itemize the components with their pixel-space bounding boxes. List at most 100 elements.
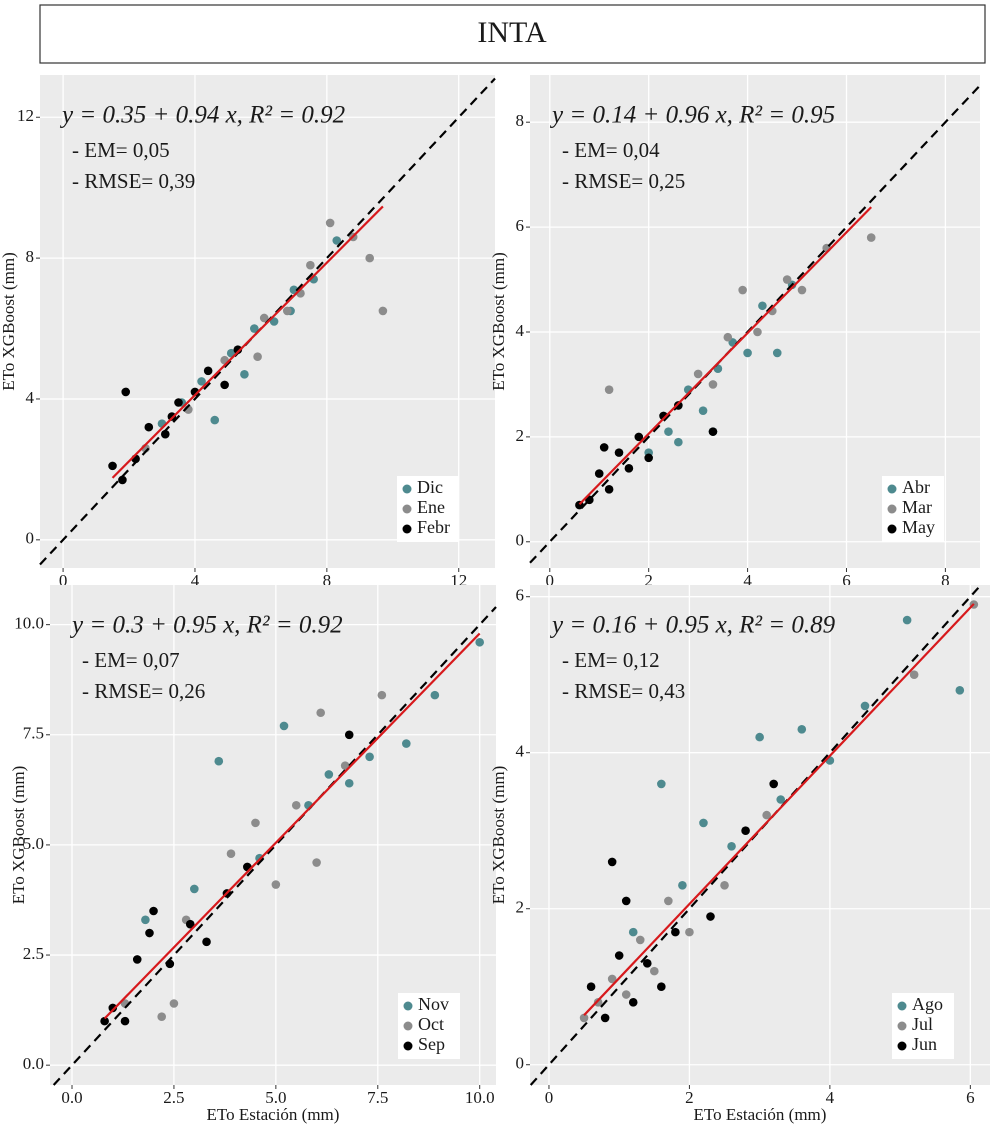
point: [306, 260, 315, 270]
equation: y = 0.3 + 0.95 x, R² = 0.92: [69, 612, 343, 639]
point: [141, 915, 150, 925]
y-tick-label: 4: [516, 742, 525, 761]
point: [144, 422, 154, 432]
figure-title: INTA: [477, 16, 547, 49]
point: [340, 761, 350, 770]
point: [332, 236, 342, 245]
legend-marker: [402, 524, 412, 534]
point: [289, 285, 299, 295]
point: [253, 352, 262, 362]
point: [214, 756, 224, 766]
point: [121, 387, 131, 397]
y-axis-label: ETo XGBoost (mm): [9, 766, 28, 905]
point: [755, 732, 764, 742]
point: [671, 927, 680, 937]
point: [210, 415, 220, 425]
point: [190, 884, 199, 894]
point: [634, 432, 644, 442]
legend-label: Dic: [417, 477, 443, 497]
point: [220, 380, 229, 390]
point: [185, 919, 195, 929]
point: [664, 427, 673, 436]
point: [607, 974, 617, 984]
point: [203, 366, 213, 376]
legend-label: Jul: [912, 1014, 933, 1034]
panel: 0 2 4 6 8 0 2 4 6 8 y = 0.14 + 0.96 x, R² = 0.95 - …: [489, 75, 981, 607]
x-tick-label: 5.0: [265, 1088, 286, 1107]
point: [628, 927, 638, 937]
x-tick-label: 8: [941, 571, 950, 590]
point: [378, 306, 388, 316]
point: [738, 285, 747, 295]
annotation: - RMSE= 0,39: [72, 169, 195, 193]
point: [202, 937, 211, 947]
point: [698, 406, 708, 415]
point: [475, 637, 484, 647]
y-tick-label: 2: [516, 898, 525, 917]
y-tick-label: 6: [516, 586, 525, 605]
x-tick-label: 0.0: [61, 1088, 82, 1107]
point: [604, 485, 614, 494]
legend-marker: [897, 1041, 907, 1051]
y-axis-label: ETo XGBoost (mm): [489, 252, 508, 391]
equation: y = 0.35 + 0.94 x, R² = 0.92: [59, 102, 345, 129]
point: [624, 464, 634, 473]
x-tick-label: 0: [546, 571, 555, 590]
point: [108, 461, 117, 471]
point: [753, 327, 762, 337]
point: [365, 253, 375, 263]
legend-label: Sep: [418, 1034, 445, 1054]
point: [664, 896, 673, 906]
y-tick-label: 2.5: [23, 944, 44, 963]
point: [635, 935, 645, 945]
point: [860, 701, 870, 711]
point: [741, 826, 750, 836]
x-tick-label: 2: [685, 1088, 694, 1107]
point: [325, 218, 335, 228]
point: [902, 615, 912, 625]
point: [678, 881, 687, 890]
point: [365, 752, 374, 762]
point: [430, 690, 440, 700]
point: [699, 818, 708, 828]
point: [955, 686, 965, 695]
y-tick-label: 7.5: [23, 724, 44, 743]
point: [614, 448, 624, 457]
point: [685, 927, 694, 937]
point: [240, 370, 249, 379]
legend-label: May: [902, 517, 935, 537]
point: [909, 670, 919, 680]
y-tick-label: 6: [516, 216, 525, 235]
point: [108, 1003, 118, 1013]
x-tick-label: 2: [644, 571, 653, 590]
point: [797, 725, 807, 734]
x-tick-label: 4: [191, 571, 200, 590]
y-tick-label: 0.0: [23, 1054, 44, 1073]
point: [657, 779, 666, 789]
annotation: - EM= 0,04: [562, 138, 660, 162]
legend-label: Oct: [418, 1014, 444, 1034]
y-tick-label: 0: [516, 1054, 525, 1073]
panel: 0.0 2.5 5.0 7.5 10.0 0.0 2.5 5.0 7.5 10.0 y = 0.3 …: [9, 585, 497, 1124]
legend-marker: [402, 484, 412, 494]
point: [599, 443, 609, 452]
x-tick-label: 2.5: [163, 1088, 184, 1107]
legend-marker: [887, 484, 897, 494]
annotation: - RMSE= 0,26: [82, 679, 205, 703]
equation: y = 0.16 + 0.95 x, R² = 0.89: [549, 612, 836, 639]
point: [132, 955, 142, 964]
point: [743, 348, 752, 358]
y-tick-label: 4: [516, 321, 525, 340]
legend-label: Mar: [902, 497, 932, 517]
regression-line: [578, 206, 872, 505]
y-axis-label: ETo XGBoost (mm): [489, 766, 508, 905]
point: [174, 398, 183, 407]
point: [607, 857, 617, 867]
y-axis-label: ETo XGBoost (mm): [0, 252, 18, 391]
y-tick-label: 0: [26, 529, 35, 548]
point: [782, 275, 792, 284]
point: [650, 966, 659, 976]
x-tick-label: 0: [59, 571, 68, 590]
